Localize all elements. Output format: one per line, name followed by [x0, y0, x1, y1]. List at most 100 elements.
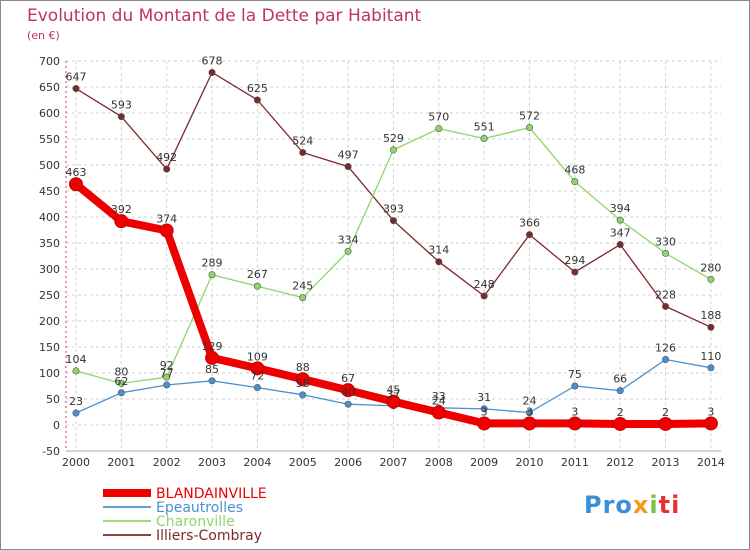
point-illiers-combray: [525, 231, 533, 239]
point-charonville: [253, 282, 261, 290]
data-label-epeautrolles: 40: [341, 386, 355, 399]
legend: BLANDAINVILLEEpeautrollesCharonvilleIlli…: [103, 486, 267, 544]
data-label-epeautrolles: 31: [477, 391, 491, 404]
y-tick-label: 50: [46, 393, 60, 406]
point-blandainville: [250, 361, 265, 376]
point-illiers-combray: [571, 268, 579, 276]
x-tick-label: 2008: [425, 456, 453, 469]
point-blandainville: [658, 416, 673, 431]
point-illiers-combray: [616, 241, 624, 249]
point-epeautrolles: [299, 391, 307, 399]
data-label-epeautrolles: 75: [568, 368, 582, 381]
point-illiers-combray: [707, 323, 715, 331]
data-label-illiers-combray: 248: [474, 278, 495, 291]
point-illiers-combray: [117, 113, 125, 121]
point-blandainville: [69, 177, 83, 192]
data-label-illiers-combray: 625: [247, 82, 268, 95]
y-tick-label: 400: [39, 211, 60, 224]
point-epeautrolles: [253, 384, 261, 392]
data-label-charonville: 334: [338, 233, 359, 246]
x-tick-label: 2005: [289, 456, 317, 469]
data-label-illiers-combray: 294: [564, 254, 585, 267]
data-label-blandainville: 374: [156, 213, 177, 226]
data-label-blandainville: 3: [707, 405, 714, 418]
point-charonville: [72, 367, 80, 375]
logo-part-3: i: [649, 491, 659, 519]
point-charonville: [389, 146, 397, 154]
point-charonville: [435, 125, 443, 133]
point-blandainville: [613, 416, 628, 431]
axis-layer: -50 0 50 100 150 200 250 300 350 400 450 500 550 600 6…: [39, 55, 725, 469]
point-blandainville: [295, 372, 310, 387]
data-label-epeautrolles: 33: [432, 390, 446, 403]
point-charonville: [299, 294, 307, 302]
data-label-charonville: 529: [383, 132, 404, 145]
data-label-blandainville: 2: [617, 406, 624, 419]
data-label-blandainville: 3: [571, 405, 578, 418]
data-label-epeautrolles: 24: [523, 395, 537, 408]
data-label-illiers-combray: 228: [655, 288, 676, 301]
data-label-epeautrolles: 58: [296, 377, 310, 390]
data-label-illiers-combray: 188: [700, 309, 721, 322]
x-tick-label: 2012: [606, 456, 634, 469]
data-label-illiers-combray: 347: [610, 227, 631, 240]
point-charonville: [707, 275, 715, 283]
data-label-charonville: 468: [564, 164, 585, 177]
point-charonville: [117, 379, 125, 387]
x-tick-label: 2006: [334, 456, 362, 469]
x-tick-label: 2011: [561, 456, 589, 469]
point-illiers-combray: [662, 302, 670, 310]
data-label-blandainville: 392: [111, 203, 132, 216]
point-charonville: [525, 124, 533, 132]
data-label-charonville: 394: [610, 202, 631, 215]
point-charonville: [163, 373, 171, 381]
data-label-epeautrolles: 110: [700, 350, 721, 363]
point-epeautrolles: [616, 387, 624, 395]
point-illiers-combray: [72, 85, 80, 93]
data-label-charonville: 267: [247, 268, 268, 281]
y-tick-label: -50: [42, 445, 60, 458]
logo-part-1: Pro: [584, 491, 633, 519]
data-label-illiers-combray: 593: [111, 99, 132, 112]
data-label-blandainville: 88: [296, 361, 310, 374]
legend-label-epeautrolles: Epeautrolles: [156, 500, 243, 516]
data-label-blandainville: 3: [481, 405, 488, 418]
x-tick-label: 2007: [379, 456, 407, 469]
point-blandainville: [159, 223, 174, 238]
point-epeautrolles: [344, 400, 352, 408]
data-label-charonville: 330: [655, 235, 676, 248]
point-epeautrolles: [117, 389, 125, 397]
point-illiers-combray: [299, 149, 307, 157]
series-layer: [69, 68, 718, 431]
point-illiers-combray: [435, 258, 443, 266]
x-tick-label: 2003: [198, 456, 226, 469]
y-tick-label: 350: [39, 237, 60, 250]
point-charonville: [571, 178, 579, 186]
point-charonville: [344, 247, 352, 255]
data-label-epeautrolles: 23: [69, 395, 83, 408]
point-epeautrolles: [72, 409, 80, 417]
point-blandainville: [567, 416, 582, 431]
data-label-charonville: 280: [700, 261, 721, 274]
data-label-charonville: 80: [114, 365, 128, 378]
point-illiers-combray: [163, 165, 171, 173]
y-tick-label: 600: [39, 107, 60, 120]
x-tick-label: 2001: [107, 456, 135, 469]
data-label-illiers-combray: 314: [428, 244, 449, 257]
point-blandainville: [703, 416, 718, 431]
data-label-charonville: 92: [160, 359, 174, 372]
point-blandainville: [114, 214, 129, 229]
point-illiers-combray: [253, 96, 261, 104]
data-label-epeautrolles: 66: [613, 373, 627, 386]
point-illiers-combray: [344, 163, 352, 171]
legend-label-illiers-combray: Illiers-Combray: [156, 528, 262, 544]
y-tick-label: 250: [39, 289, 60, 302]
y-tick-label: 550: [39, 133, 60, 146]
chart-title: Evolution du Montant de la Dette par Hab…: [27, 6, 422, 26]
point-illiers-combray: [389, 217, 397, 225]
data-label-epeautrolles: 126: [655, 341, 676, 354]
legend-label-blandainville: BLANDAINVILLE: [156, 486, 267, 502]
data-label-blandainville: 129: [202, 340, 223, 353]
data-label-blandainville: 463: [66, 166, 87, 179]
data-label-illiers-combray: 492: [156, 151, 177, 164]
